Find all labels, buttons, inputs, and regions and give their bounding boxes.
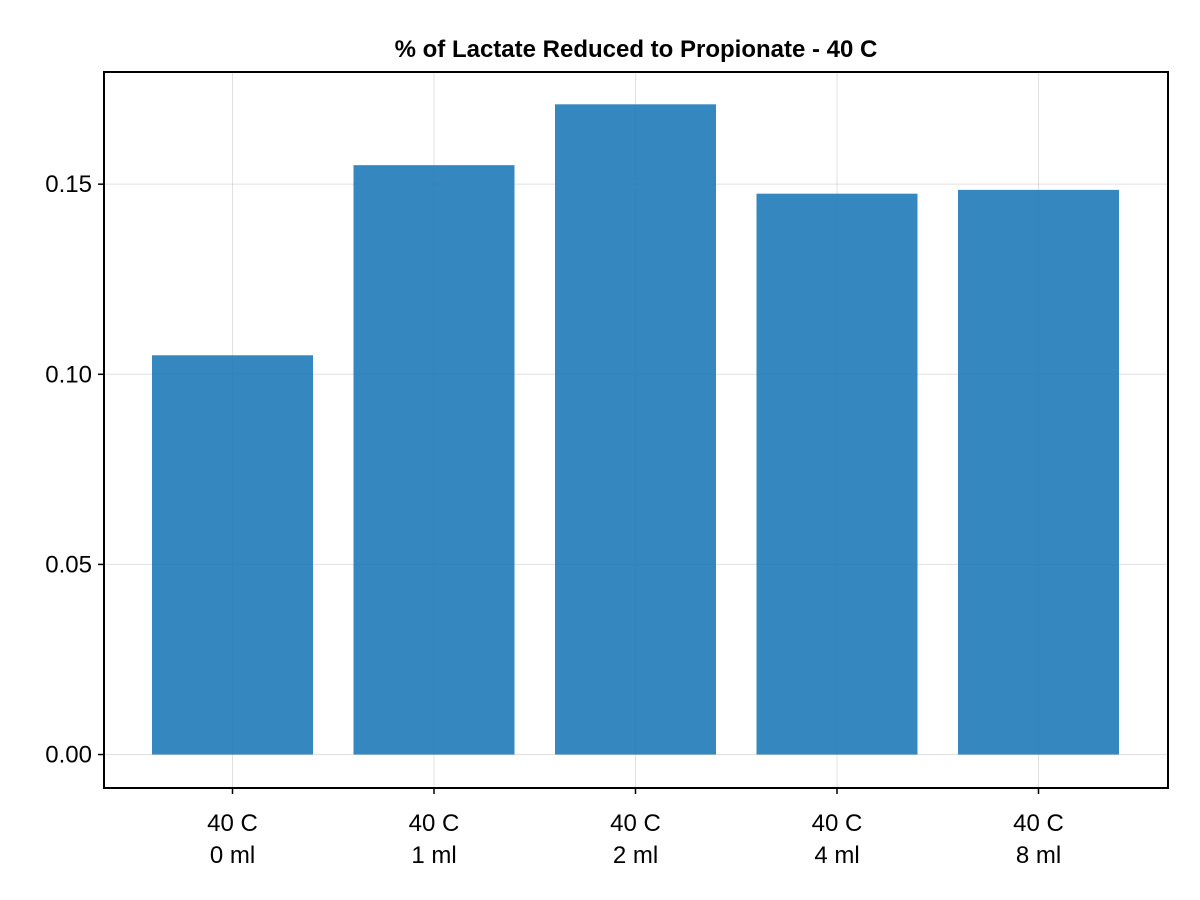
x-tick-label: 40 C bbox=[610, 810, 661, 837]
x-tick-label: 40 C bbox=[1013, 810, 1064, 837]
x-tick-label: 8 ml bbox=[1016, 842, 1061, 869]
y-tick-label: 0.10 bbox=[45, 361, 92, 388]
x-tick-label: 40 C bbox=[812, 810, 863, 837]
chart-title: % of Lactate Reduced to Propionate - 40 … bbox=[395, 36, 878, 63]
bar bbox=[756, 193, 918, 755]
x-axis-ticks: 40 C 0 ml 40 C 1 ml 40 C 2 ml 40 C 4 ml 40 C 8 ml bbox=[207, 788, 1064, 869]
bar bbox=[555, 104, 716, 755]
y-axis-ticks: 0.00 0.05 0.10 0.15 bbox=[45, 171, 104, 769]
x-tick-label: 1 ml bbox=[411, 842, 456, 869]
x-tick-label: 40 C bbox=[207, 810, 258, 837]
x-tick-label: 40 C bbox=[409, 810, 460, 837]
y-tick-label: 0.15 bbox=[45, 171, 92, 198]
bars bbox=[152, 104, 1119, 755]
x-tick-label: 4 ml bbox=[814, 842, 859, 869]
x-tick-label: 2 ml bbox=[613, 842, 658, 869]
bar bbox=[958, 189, 1119, 755]
x-tick-label: 0 ml bbox=[210, 842, 255, 869]
bar bbox=[152, 355, 313, 755]
y-tick-label: 0.05 bbox=[45, 551, 92, 578]
y-tick-label: 0.00 bbox=[45, 742, 92, 769]
bar bbox=[353, 165, 515, 755]
